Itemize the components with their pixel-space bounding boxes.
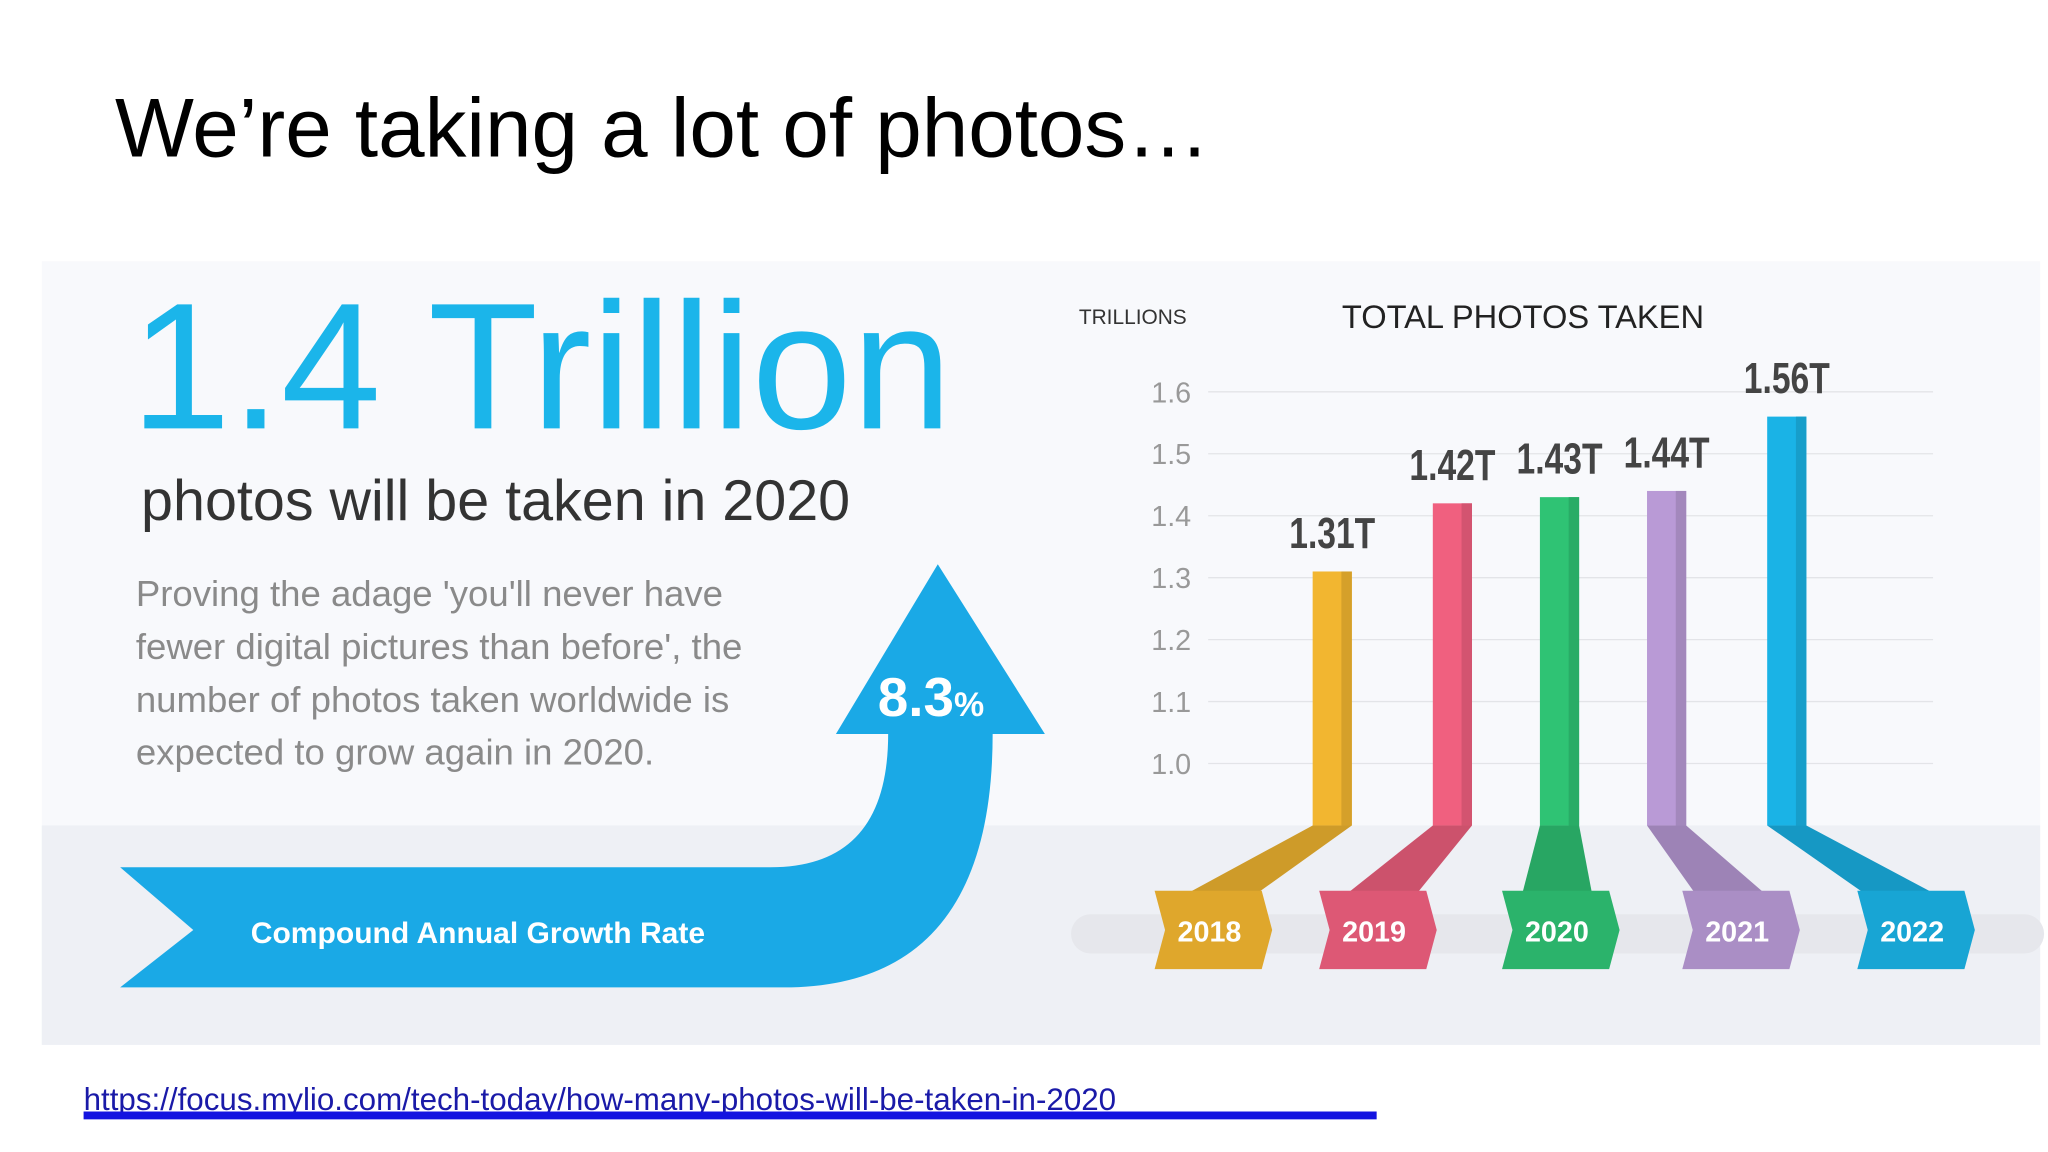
cagr-unit: % xyxy=(954,686,984,724)
bar-shade xyxy=(1568,497,1580,826)
value-label: 1.42T xyxy=(1409,442,1495,490)
cagr-value: 8.3% xyxy=(878,666,984,728)
bar-shade xyxy=(1341,571,1352,826)
headline: 1.4 Trillion xyxy=(131,266,952,467)
ribbon xyxy=(1337,825,1472,902)
body-line: fewer digital pictures than before', the xyxy=(136,626,743,667)
y-tick-label: 1.2 xyxy=(1151,625,1191,657)
y-tick-label: 1.0 xyxy=(1151,749,1191,781)
body-text: Proving the adage 'you'll never have fewe… xyxy=(136,573,743,773)
cagr-label: Compound Annual Growth Rate xyxy=(251,917,705,950)
slide-title: We’re taking a lot of photos… xyxy=(115,81,1210,175)
y-tick-label: 1.5 xyxy=(1151,439,1191,471)
growth-arrow xyxy=(120,564,1045,988)
x-tick-label: 2021 xyxy=(1705,917,1769,949)
ribbon xyxy=(1520,825,1594,902)
x-tick-label: 2018 xyxy=(1178,917,1242,949)
x-tick-label: 2019 xyxy=(1342,917,1406,949)
chart: 1.0 1.1 1.2 1.3 1.4 1.5 1.6 2018 1.31T 2019 1.42T 2… xyxy=(1151,355,1975,970)
subheadline: photos will be taken in 2020 xyxy=(141,469,850,533)
y-tick-label: 1.6 xyxy=(1151,377,1191,409)
source-link[interactable]: https://focus.mylio.com/tech-today/how-m… xyxy=(83,1082,1377,1120)
body-line: Proving the adage 'you'll never have xyxy=(136,573,723,614)
ribbon xyxy=(1767,825,1949,902)
year-badge xyxy=(1682,890,1800,970)
year-badge xyxy=(1154,890,1273,970)
chart-title: TOTAL PHOTOS TAKEN xyxy=(1342,298,1704,335)
ribbon xyxy=(1172,825,1352,902)
year-badge xyxy=(1857,890,1975,970)
value-label: 1.43T xyxy=(1517,436,1603,484)
value-label: 1.44T xyxy=(1624,430,1710,478)
value-label: 1.56T xyxy=(1744,355,1830,403)
x-tick-label: 2022 xyxy=(1880,917,1944,949)
body-line: expected to grow again in 2020. xyxy=(136,732,654,773)
value-label: 1.31T xyxy=(1289,510,1375,558)
bar-shade xyxy=(1675,490,1687,826)
year-badge xyxy=(1502,890,1620,970)
y-tick-label: 1.1 xyxy=(1151,687,1191,719)
x-tick-label: 2020 xyxy=(1525,917,1589,949)
y-tick-label: 1.3 xyxy=(1151,563,1191,595)
bar-shade xyxy=(1795,416,1807,826)
cagr-number: 8.3 xyxy=(878,666,954,728)
link-text[interactable]: https://focus.mylio.com/tech-today/how-m… xyxy=(84,1082,1117,1117)
ribbon xyxy=(1647,825,1774,902)
link-underline xyxy=(83,1111,1377,1120)
bar-shade xyxy=(1461,503,1472,826)
y-tick-label: 1.4 xyxy=(1151,501,1191,533)
body-line: number of photos taken worldwide is xyxy=(136,679,729,720)
y-axis-label: TRILLIONS xyxy=(1079,306,1187,329)
year-badge xyxy=(1319,890,1437,970)
